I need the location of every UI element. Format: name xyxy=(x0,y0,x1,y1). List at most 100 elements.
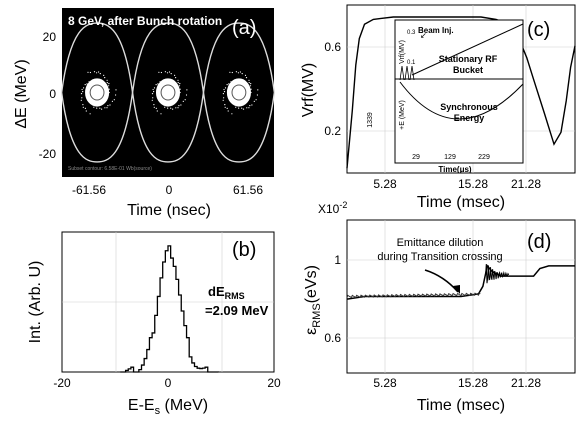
halo-particle xyxy=(251,104,253,106)
panel-a-footer: Subset contour: 6.58E-01 Wb(source) xyxy=(68,166,152,172)
halo-particle xyxy=(153,91,155,93)
panel-a-ytick: -20 xyxy=(39,147,57,161)
inset-ytick: 0.3 xyxy=(407,30,416,36)
halo-particle xyxy=(231,71,233,74)
halo-particle xyxy=(231,113,233,115)
bunch-contour xyxy=(160,84,176,101)
halo-particle xyxy=(249,105,251,107)
halo-particle xyxy=(164,106,166,108)
panel-c-xtick: 5.28 xyxy=(373,177,397,191)
inset-arrow-icon: ↙ xyxy=(420,31,427,40)
panel-b-annotation-value: =2.09 MeV xyxy=(205,303,269,318)
panel-a-ylabel: ΔE (MeV) xyxy=(13,59,30,128)
halo-particle xyxy=(108,91,110,94)
halo-particle xyxy=(180,104,182,106)
panel-a-xtick: -61.56 xyxy=(72,183,106,197)
halo-particle xyxy=(226,84,228,86)
bunch-contour xyxy=(231,84,247,101)
inset-xlabel: Time(μs) xyxy=(438,165,472,174)
halo-particle xyxy=(155,84,157,86)
halo-particle xyxy=(98,71,100,73)
panel-d-xlabel: Time (msec) xyxy=(417,397,505,414)
panel-b-ylabel: Int. (Arb. U) xyxy=(27,261,44,344)
halo-particle xyxy=(246,107,248,109)
halo-particle xyxy=(155,107,157,109)
halo-particle xyxy=(178,105,180,107)
halo-particle xyxy=(109,104,111,106)
halo-particle xyxy=(115,94,117,96)
halo-particle xyxy=(239,71,241,73)
halo-particle xyxy=(167,107,169,109)
halo-particle xyxy=(82,106,84,108)
inset-vrf-ramp xyxy=(411,23,524,76)
halo-particle xyxy=(104,77,106,79)
panel-d-xtick: 15.28 xyxy=(458,376,488,390)
halo-particle xyxy=(244,74,247,76)
halo-particle xyxy=(184,99,186,101)
halo-particle xyxy=(113,99,115,101)
halo-particle xyxy=(88,81,90,83)
halo-particle xyxy=(186,89,188,91)
emittance-series xyxy=(346,264,575,300)
bunch-core xyxy=(155,78,181,107)
panel-d-xtick: 21.28 xyxy=(511,376,541,390)
halo-particle xyxy=(224,106,226,108)
halo-particle xyxy=(177,107,179,109)
panel-c-ylabel: Vrf(MV) xyxy=(300,63,317,118)
halo-particle xyxy=(108,85,110,87)
inset-synchronous-label: Synchronous xyxy=(440,102,498,112)
halo-particle xyxy=(164,71,166,73)
halo-particle xyxy=(99,73,101,75)
halo-particle xyxy=(96,72,98,74)
panel-c-xtick: 21.28 xyxy=(511,177,541,191)
inset-xtick: 129 xyxy=(444,154,456,161)
halo-particle xyxy=(256,94,258,96)
halo-particle xyxy=(230,81,232,83)
halo-particle xyxy=(93,106,95,108)
halo-particle xyxy=(89,71,91,74)
panel-a-xtick: 61.56 xyxy=(233,183,263,197)
panel-d-ytick: 0.6 xyxy=(324,331,341,345)
halo-particle xyxy=(153,106,155,108)
halo-particle xyxy=(223,91,226,93)
halo-particle xyxy=(228,83,230,85)
halo-particle xyxy=(238,107,240,109)
panel-d-xtick: 5.28 xyxy=(373,376,397,390)
halo-particle xyxy=(223,97,225,99)
panel-d-annotation: Emittance dilution xyxy=(397,237,484,249)
panel-c-ytick: 0.6 xyxy=(324,40,341,54)
halo-particle xyxy=(227,110,229,112)
halo-particle xyxy=(182,100,184,102)
halo-particle xyxy=(108,88,110,90)
panel-c: (c) 0.6 0.2 5.28 15.28 21.28 Time (msec)… xyxy=(300,4,576,211)
panel-a-xtick: 0 xyxy=(166,183,173,197)
halo-particle xyxy=(242,108,245,110)
halo-particle xyxy=(179,88,181,90)
bucket-separatrix xyxy=(202,22,276,163)
halo-particle xyxy=(185,94,188,96)
halo-particle xyxy=(172,108,174,110)
halo-particle xyxy=(250,88,252,90)
panel-b-xlabel: E-Es (MeV) xyxy=(128,397,208,417)
panel-c-inset: Beam Inj. ↙ 0.3 0.1 Vrf(MV) +E (MeV) 133… xyxy=(367,19,524,174)
halo-particle xyxy=(103,74,105,76)
halo-particle xyxy=(241,107,243,109)
halo-particle xyxy=(249,85,252,87)
halo-particle xyxy=(235,71,237,73)
histogram-series xyxy=(120,245,219,373)
halo-particle xyxy=(223,88,225,91)
panel-b: (b) dERMS =2.09 MeV -20 0 20 E-Es (MeV) … xyxy=(27,231,281,417)
halo-particle xyxy=(151,99,153,101)
panel-d-ytick: 1 xyxy=(334,253,341,267)
inset-ytick: 0.1 xyxy=(407,60,416,66)
panel-b-marks xyxy=(120,245,219,373)
inset-ytick-bottom: 1339 xyxy=(367,112,374,128)
halo-particle xyxy=(81,88,83,91)
halo-particle xyxy=(159,81,161,83)
panel-a-xlabel: Time (nsec) xyxy=(127,202,211,219)
halo-particle xyxy=(82,91,84,93)
panel-b-annotation-title: dERMS xyxy=(208,284,245,301)
panel-c-xlabel: Time (msec) xyxy=(417,194,505,211)
halo-particle xyxy=(153,104,155,106)
